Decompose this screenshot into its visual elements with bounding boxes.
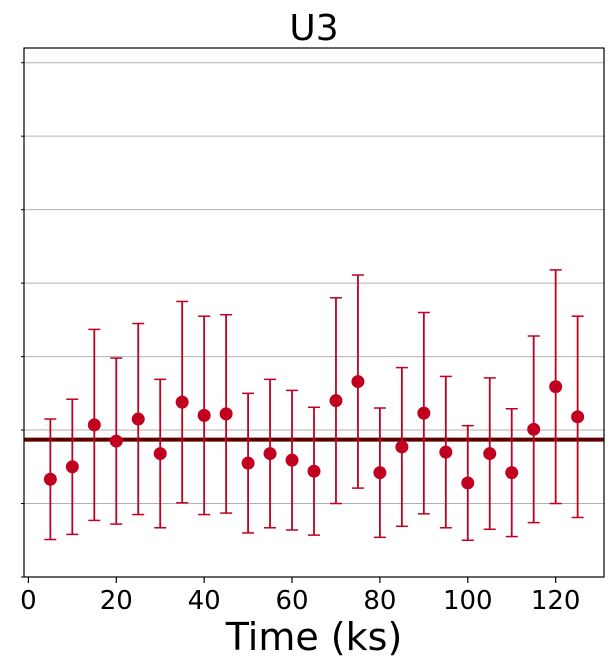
data-point <box>373 466 387 480</box>
data-point <box>439 445 453 459</box>
data-point <box>263 447 277 461</box>
plot-frame <box>23 47 605 578</box>
data-point <box>527 422 541 436</box>
x-tick-label: 120 <box>531 586 581 616</box>
data-point <box>197 408 211 422</box>
data-point <box>285 453 299 467</box>
data-point <box>175 395 189 409</box>
data-point <box>571 410 585 424</box>
data-point <box>219 407 233 421</box>
data-point <box>417 406 431 420</box>
x-tick-label: 20 <box>100 586 133 616</box>
x-tick-label: 80 <box>363 586 396 616</box>
data-point <box>307 464 321 478</box>
data-point <box>87 418 101 432</box>
grid-layer <box>24 62 604 505</box>
data-point <box>329 394 343 408</box>
data-point <box>109 434 123 448</box>
data-point <box>241 456 255 470</box>
data-point <box>351 375 365 389</box>
x-axis-label: Time (ks) <box>225 615 403 659</box>
data-point <box>549 380 563 394</box>
data-point <box>131 412 145 426</box>
x-tick-label: 100 <box>443 586 493 616</box>
data-point <box>153 447 167 461</box>
x-tick-label: 60 <box>275 586 308 616</box>
data-point <box>395 440 409 454</box>
data-layer <box>43 269 585 542</box>
data-point <box>461 476 475 490</box>
x-tick-label: 40 <box>188 586 221 616</box>
data-point <box>65 460 79 474</box>
tick-layer: 0 20 40 60 80 100 120 <box>20 62 581 616</box>
x-tick-label: 0 <box>20 586 37 616</box>
data-point <box>483 447 497 461</box>
chart-title: U3 <box>289 8 338 49</box>
data-point <box>43 472 57 486</box>
data-point <box>505 466 519 480</box>
